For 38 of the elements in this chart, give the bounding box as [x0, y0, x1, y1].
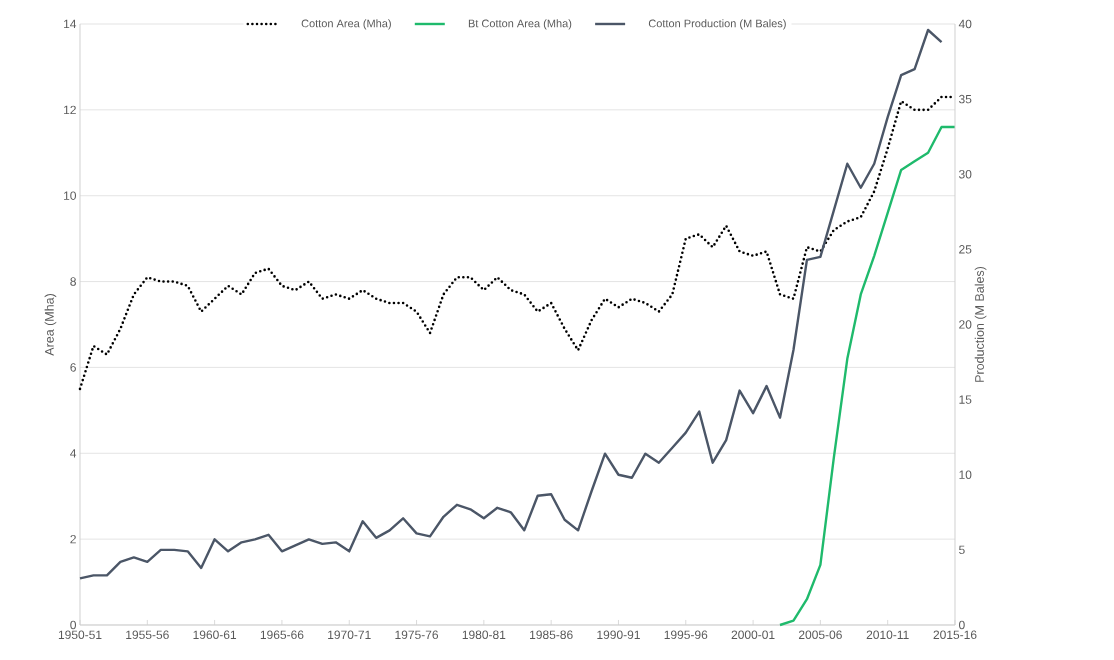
y2-tick-label: 0: [959, 620, 965, 630]
y-tick-label: 10: [64, 191, 77, 200]
x-tick-label: 2010-11: [866, 630, 909, 640]
y-tick-label: 14: [64, 19, 77, 29]
y2-tick-label: 35: [958, 94, 972, 104]
line-series: [78, 28, 943, 580]
y2-tick-label: 30: [958, 170, 972, 179]
y-tick-label: 2: [70, 534, 76, 544]
y-tick-label: 12: [64, 105, 76, 115]
x-tick-label: 2005-06: [798, 630, 842, 640]
x-tick-label: 2015-16: [933, 630, 977, 640]
x-tick-label: 1950-51: [58, 630, 102, 640]
x-tick-label: 1970-71: [328, 630, 371, 640]
y2-axis-title: Production (M Bales): [974, 266, 987, 382]
x-tick-label: 1965-66: [260, 630, 304, 640]
legend-label: Cotton Area (Mha): [301, 19, 391, 30]
y2-tick-label: 20: [959, 320, 972, 329]
line-series: [778, 125, 957, 627]
x-tick-label: 1980-81: [462, 630, 506, 640]
x-tick-label: 1990-91: [597, 630, 640, 640]
y-tick-label: 8: [70, 277, 76, 286]
x-tick-label: 1985-86: [530, 630, 573, 640]
y2-tick-label: 5: [959, 545, 965, 555]
y2-tick-label: 10: [959, 470, 972, 479]
x-tick-label: 1955-56: [126, 630, 169, 640]
y-tick-label: 6: [70, 363, 76, 372]
x-tick-label: 1960-61: [193, 630, 237, 640]
x-tick-label: 1975-76: [395, 630, 439, 640]
legend-label: Bt Cotton Area (Mha): [468, 19, 572, 30]
y2-tick-label: 25: [959, 245, 972, 254]
y-axis-title: Area (Mha): [44, 294, 57, 356]
y2-tick-label: 40: [958, 19, 972, 29]
y2-tick-label: 15: [959, 395, 972, 404]
x-tick-label: 1995-96: [664, 630, 708, 640]
legend-label: Cotton Production (M Bales): [648, 19, 786, 30]
x-tick-label: 2000-01: [731, 630, 775, 640]
y-tick-label: 0: [70, 620, 77, 630]
y-tick-label: 4: [70, 449, 77, 458]
